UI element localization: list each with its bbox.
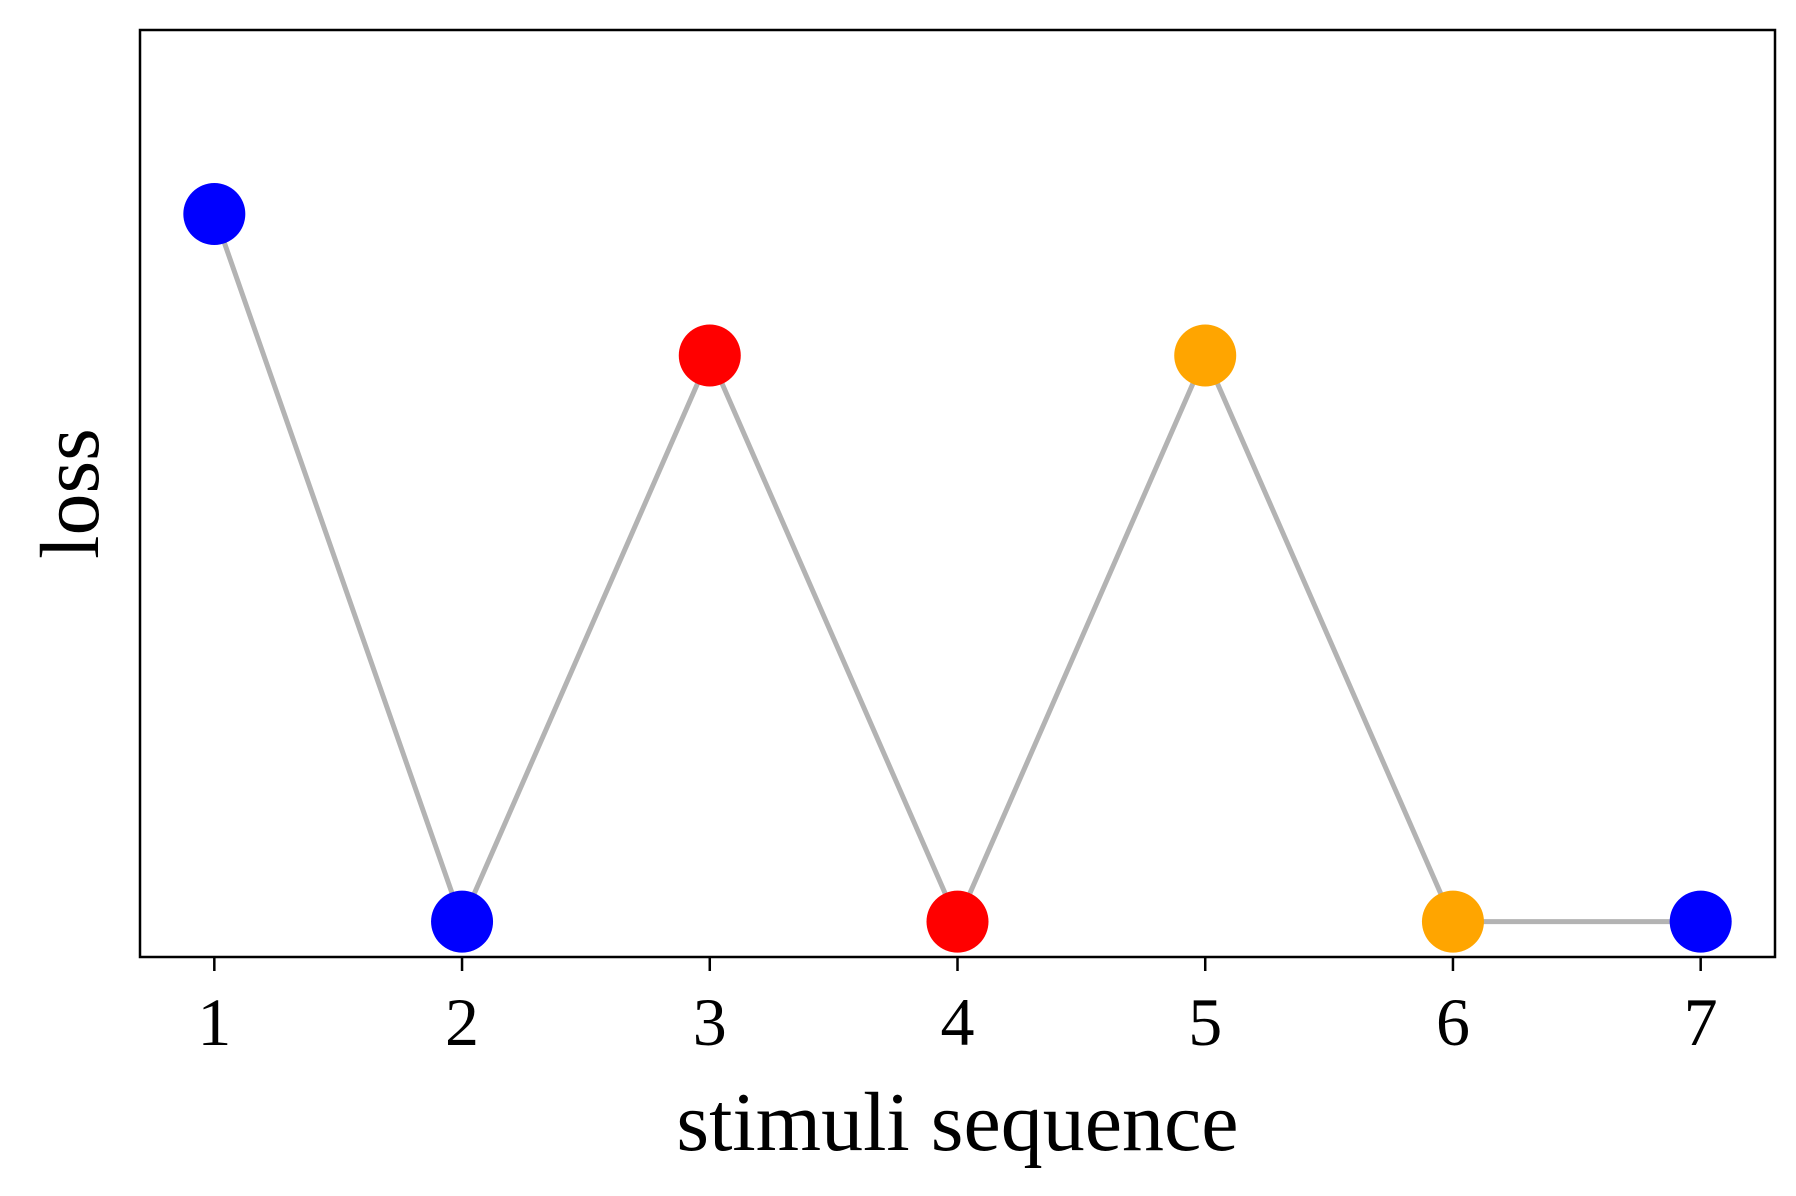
data-point [926,890,989,953]
data-point [678,324,741,387]
x-tick-label: 3 [693,984,727,1060]
x-tick-label: 1 [197,984,231,1060]
x-tick-label: 2 [445,984,479,1060]
data-point [1421,890,1484,953]
x-tick-label: 4 [941,984,975,1060]
data-point [183,182,246,245]
series-line [211,213,1701,925]
plot-area [138,28,1777,959]
data-point [431,890,494,953]
data-point [1174,324,1237,387]
y-axis-label: loss [24,428,117,559]
x-axis-ticks: 1 2 3 4 5 6 7 [197,957,1718,1060]
data-point [1669,890,1732,953]
x-tick-label: 7 [1684,984,1718,1060]
axes-frame [138,28,1777,959]
x-tick-label: 5 [1188,984,1222,1060]
x-tick-label: 6 [1436,984,1470,1060]
x-axis-label: stimuli sequence [676,1076,1238,1169]
